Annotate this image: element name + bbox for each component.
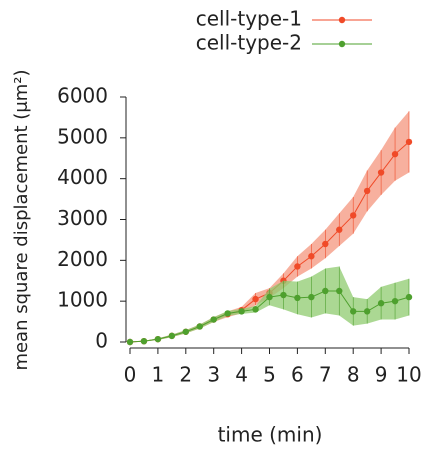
x-tick-label: 7 — [319, 363, 332, 387]
point — [350, 212, 357, 219]
point — [363, 308, 371, 315]
x-tick-label: 0 — [124, 363, 137, 387]
point — [294, 294, 301, 302]
point — [405, 293, 413, 301]
point — [126, 338, 134, 346]
point — [336, 226, 343, 233]
y-tick-label: 2000 — [57, 247, 108, 271]
x-tick-label: 1 — [152, 363, 165, 387]
y-axis-label: mean square displacement (μm²) — [11, 69, 32, 370]
point — [336, 287, 343, 295]
x-tick-label: 10 — [396, 363, 421, 387]
x-tick-label: 8 — [347, 363, 360, 387]
point — [377, 169, 385, 176]
y-tick-label: 3000 — [57, 206, 108, 230]
x-tick-label: 2 — [179, 363, 192, 387]
point — [377, 300, 385, 307]
point — [405, 138, 413, 146]
x-tick-label: 5 — [263, 363, 276, 387]
point — [168, 332, 176, 340]
point — [391, 150, 399, 158]
y-tick-label: 0 — [95, 329, 108, 353]
x-tick-label: 9 — [375, 363, 388, 387]
y-tick-label: 1000 — [57, 288, 108, 312]
x-tick-label: 6 — [291, 363, 304, 387]
y-tick-label: 4000 — [57, 165, 108, 189]
point — [252, 306, 259, 313]
point — [363, 187, 371, 195]
point — [196, 323, 203, 330]
point — [238, 308, 245, 315]
point — [210, 316, 217, 323]
point — [308, 253, 315, 260]
legend-marker — [338, 40, 346, 48]
point — [322, 240, 329, 248]
point — [182, 328, 189, 335]
x-axis-label: time (min) — [218, 423, 323, 447]
y-tick-label: 5000 — [57, 124, 108, 148]
point — [140, 337, 148, 345]
legend-marker — [338, 16, 346, 24]
point — [308, 293, 315, 301]
point — [294, 263, 301, 270]
point — [266, 293, 273, 301]
x-tick-label: 3 — [207, 363, 220, 387]
y-tick-label: 6000 — [57, 84, 108, 108]
x-tick-label: 4 — [235, 363, 248, 387]
legend-label: cell-type-1 — [196, 7, 302, 31]
point — [280, 291, 287, 299]
point — [224, 310, 231, 317]
point — [391, 297, 399, 305]
point — [350, 308, 357, 315]
point — [322, 287, 329, 295]
point — [154, 335, 162, 343]
legend-label: cell-type-2 — [196, 31, 302, 55]
point — [252, 295, 259, 303]
